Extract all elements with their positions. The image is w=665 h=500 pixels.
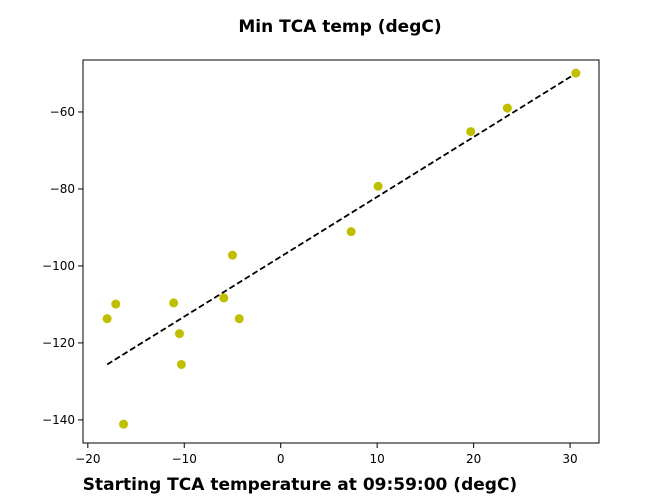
data-point [111,299,121,309]
points-layer [102,68,581,429]
x-tick-label: −20 [75,452,100,466]
x-axis: −20 −10 0 10 20 30 [75,443,578,466]
x-tick-label: 30 [562,452,577,466]
data-point [502,103,512,113]
data-point [466,127,476,137]
x-tick-label: 20 [466,452,481,466]
data-point [176,359,186,369]
data-point [346,227,356,237]
x-tick-label: 10 [370,452,385,466]
data-point [219,293,229,303]
x-tick-label: 0 [277,452,285,466]
x-axis-label: Starting TCA temperature at 09:59:00 (de… [83,475,517,495]
y-tick-label: −120 [42,336,75,350]
y-tick-label: −100 [42,259,75,273]
y-tick-label: −140 [42,413,75,427]
data-point [169,298,179,308]
data-point [373,181,383,191]
data-point [227,250,237,260]
fit-line-layer [106,72,577,366]
y-tick-label: −80 [50,182,75,196]
data-point [174,329,184,339]
fit-line [106,72,577,366]
plot-frame [82,59,600,444]
data-point [571,68,581,78]
y-tick-label: −60 [50,105,75,119]
chart-title: Min TCA temp (degC) [238,17,441,37]
y-axis: −140 −120 −100 −80 −60 [42,105,83,427]
data-point [102,314,112,324]
data-point [234,314,244,324]
x-tick-label: −10 [172,452,197,466]
data-point [119,419,129,429]
